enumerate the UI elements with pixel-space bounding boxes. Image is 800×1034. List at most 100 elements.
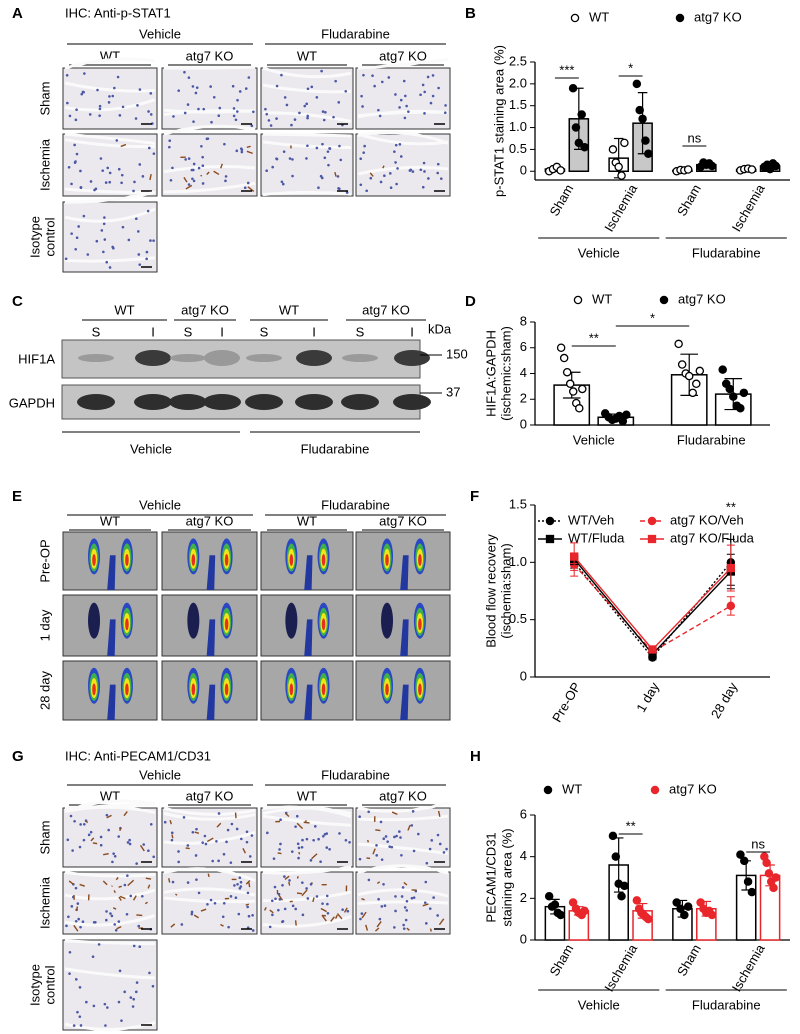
nucleus bbox=[204, 842, 208, 846]
tissue-streak bbox=[357, 814, 449, 822]
tissue-image bbox=[260, 871, 354, 935]
data-point bbox=[556, 166, 565, 175]
stain bbox=[269, 909, 274, 914]
nucleus bbox=[231, 84, 235, 88]
panel-letter: B bbox=[465, 5, 476, 22]
nucleus bbox=[344, 838, 348, 842]
nucleus bbox=[426, 75, 430, 79]
y-axis-label: staining area (%) bbox=[499, 828, 514, 926]
stain bbox=[376, 921, 382, 928]
nucleus bbox=[97, 943, 101, 946]
nucleus bbox=[301, 881, 304, 884]
stain bbox=[245, 879, 251, 885]
nucleus bbox=[111, 94, 115, 98]
tissue-streak bbox=[262, 806, 352, 816]
x-tick-label: Sham bbox=[674, 942, 704, 979]
tissue-streak bbox=[163, 867, 256, 883]
nucleus bbox=[437, 86, 440, 90]
nucleus bbox=[79, 925, 82, 929]
data-point bbox=[556, 343, 566, 352]
nucleus bbox=[112, 246, 115, 250]
data-point bbox=[620, 881, 629, 891]
nucleus bbox=[439, 177, 443, 180]
data-point bbox=[617, 892, 626, 901]
nucleus bbox=[195, 86, 199, 89]
nucleus bbox=[75, 236, 79, 239]
row-label: Pre-OP bbox=[37, 539, 52, 582]
nucleus bbox=[399, 98, 403, 102]
row-label: Ischemia bbox=[37, 876, 52, 929]
nucleus bbox=[442, 851, 446, 854]
row-label: Ischemia bbox=[37, 138, 52, 191]
stain bbox=[263, 906, 267, 911]
group-label: Fludarabine bbox=[321, 26, 390, 41]
nucleus bbox=[412, 849, 416, 853]
stain bbox=[185, 184, 193, 190]
nucleus bbox=[111, 860, 114, 864]
stain bbox=[429, 928, 432, 932]
nucleus bbox=[197, 166, 201, 170]
nucleus bbox=[236, 98, 239, 102]
nucleus bbox=[265, 112, 269, 116]
nucleus bbox=[251, 929, 255, 932]
unit-label: kDa bbox=[428, 321, 452, 336]
data-point bbox=[648, 645, 657, 654]
nucleus bbox=[212, 95, 216, 99]
blot-band bbox=[203, 394, 241, 410]
nucleus bbox=[190, 168, 194, 172]
nucleus bbox=[171, 880, 175, 884]
nucleus bbox=[384, 835, 388, 838]
nucleus bbox=[66, 101, 69, 105]
nucleus bbox=[230, 822, 234, 826]
nucleus bbox=[399, 155, 403, 158]
nucleus bbox=[301, 838, 304, 842]
lane-label: I bbox=[410, 324, 414, 339]
legend-label: atg7 KO/Veh bbox=[670, 512, 744, 527]
nucleus bbox=[312, 838, 315, 842]
nucleus bbox=[169, 178, 173, 182]
stain bbox=[194, 831, 200, 834]
stain bbox=[120, 143, 127, 148]
nucleus bbox=[412, 896, 416, 899]
nucleus bbox=[378, 114, 382, 118]
data-point bbox=[568, 387, 578, 396]
perfusion-foot bbox=[191, 683, 196, 696]
nucleus bbox=[271, 165, 274, 169]
data-point bbox=[683, 902, 693, 911]
group-label: Vehicle bbox=[130, 441, 172, 456]
nucleus bbox=[152, 239, 155, 242]
nucleus bbox=[324, 111, 327, 114]
nucleus bbox=[281, 884, 284, 887]
tissue-streak bbox=[163, 812, 256, 821]
stain bbox=[391, 811, 398, 816]
stain bbox=[92, 842, 98, 845]
stain bbox=[248, 882, 251, 888]
nucleus bbox=[113, 86, 116, 90]
perfusion-foot bbox=[92, 683, 96, 696]
nucleus bbox=[321, 902, 324, 905]
tissue-streak bbox=[64, 138, 156, 149]
nucleus bbox=[152, 152, 156, 155]
nucleus bbox=[218, 106, 222, 110]
data-point bbox=[736, 404, 745, 413]
data-point bbox=[571, 123, 581, 132]
nucleus bbox=[81, 90, 85, 94]
stain bbox=[168, 878, 171, 883]
nucleus bbox=[147, 849, 150, 853]
nucleus bbox=[213, 901, 217, 905]
perfusion-foot bbox=[125, 553, 129, 566]
nucleus bbox=[126, 874, 129, 877]
perfusion-leg bbox=[107, 684, 116, 720]
y-tick-label: 2.5 bbox=[509, 53, 527, 68]
nucleus bbox=[408, 169, 412, 172]
nucleus bbox=[134, 117, 138, 120]
blot-band bbox=[245, 394, 283, 410]
nucleus bbox=[359, 157, 363, 161]
stain bbox=[118, 885, 122, 888]
stain bbox=[206, 837, 214, 843]
perfusion-foot bbox=[187, 602, 200, 639]
perfusion-foot bbox=[321, 618, 326, 631]
nucleus bbox=[443, 111, 447, 115]
nucleus bbox=[389, 172, 392, 175]
tissue-streak bbox=[262, 915, 352, 928]
